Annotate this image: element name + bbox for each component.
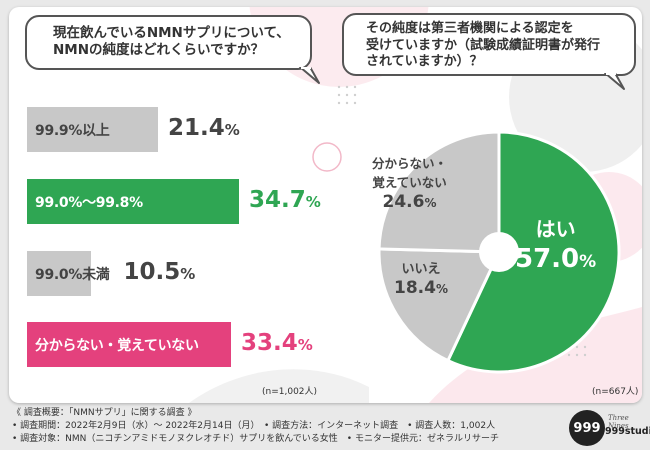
- pie-question-line1: その純度は第三者機関による認定を: [366, 21, 574, 36]
- pie-center-hole: [479, 232, 519, 272]
- pie-label-no-text: いいえ: [401, 262, 441, 277]
- bar-label-999-above: 99.9%以上: [35, 122, 110, 139]
- pie-value-unknown-num: 24.6: [382, 192, 425, 212]
- bar-value-unknown: 33.4%: [241, 330, 313, 356]
- bar-990-998: 99.0%〜99.8%: [27, 179, 239, 224]
- pie-value-yes-num: 57.0: [515, 244, 580, 274]
- pie-question-bubble-tail: [604, 73, 625, 90]
- pie-slice-no: [377, 247, 502, 363]
- deco-ring: [312, 142, 342, 172]
- footer-survey-period: • 調査期間：2022年2月9日（水）〜 2022年2月14日（月） • 調査方…: [12, 421, 496, 431]
- pie-slice-yes: [445, 130, 621, 374]
- bar-value-unit: %: [305, 193, 321, 211]
- bar-question-bubble-tail: [299, 67, 320, 84]
- bar-question-bubble: 現在飲んでいるNMNサプリについて、 NMNの純度はどれくらいですか？: [25, 15, 312, 70]
- pie-value-no-unit: %: [435, 282, 448, 296]
- bar-990-below: 99.0%未満: [27, 251, 110, 296]
- bar-value-unit: %: [180, 265, 196, 283]
- infographic-card: 現在飲んでいるNMNサプリについて、 NMNの純度はどれくらいですか？ その純度…: [9, 7, 642, 403]
- pie-question-line2: 受けていますか（試験成績証明書が発行: [366, 37, 601, 53]
- logo-script: Three Nines: [608, 414, 629, 430]
- logo-mark: 999: [569, 410, 605, 446]
- pie-label-unknown: 分からない・ 覚えていない 24.6%: [372, 153, 447, 212]
- pie-chart-n-label: (n=667人): [592, 387, 639, 397]
- bar-value-999-above: 21.4%: [168, 115, 240, 141]
- bar-value-unit: %: [297, 336, 313, 354]
- pie-question-line3: されていますか）？: [366, 54, 483, 70]
- pie-label-unknown-line2: 覚えていない: [372, 175, 447, 190]
- bar-value-num: 21.4: [168, 115, 225, 141]
- footer-survey-target: • 調査対象：NMN（ニコチンアミドモノヌクレオチド）サプリを飲んでいる女性 •…: [12, 434, 499, 444]
- pie-value-yes: 57.0%: [515, 244, 596, 274]
- pie-value-no-num: 18.4: [394, 278, 436, 298]
- bar-unknown: 分からない・覚えていない: [27, 322, 231, 367]
- pie-question-bubble: その純度は第三者機関による認定を 受けていますか（試験成績証明書が発行 されてい…: [342, 13, 636, 76]
- logo-name: 999studio: [605, 426, 650, 437]
- pie-label-no: いいえ 18.4%: [394, 258, 448, 298]
- bar-label-990-998: 99.0%〜99.8%: [35, 194, 143, 211]
- pie-value-unknown: 24.6%: [372, 192, 447, 212]
- bar-value-num: 10.5: [123, 259, 181, 285]
- bar-label-unknown: 分からない・覚えていない: [35, 337, 199, 354]
- pie-slice-unknown: [377, 130, 501, 254]
- bar-value-unit: %: [224, 121, 240, 139]
- survey-footer: 《 調査概要：「NMNサプリ」に関する調査 》 • 調査期間：2022年2月9日…: [12, 407, 572, 446]
- bar-value-num: 34.7: [249, 187, 306, 213]
- bar-question-line1: 現在飲んでいるNMNサプリについて、: [53, 25, 290, 41]
- bar-999-above: 99.9%以上: [27, 107, 158, 152]
- bar-label-990-below: 99.0%未満: [35, 266, 110, 283]
- bar-value-990-below: 10.5%: [123, 259, 195, 285]
- deco-gray-wave-bottom: [189, 369, 369, 403]
- bar-value-num: 33.4: [241, 330, 298, 356]
- pie-value-yes-unit: %: [579, 252, 597, 272]
- pie-chart: [377, 130, 621, 374]
- pie-value-no: 18.4%: [394, 278, 448, 298]
- pie-label-yes-text: はい: [535, 217, 576, 241]
- bar-chart-n-label: (n=1,002人): [262, 387, 318, 397]
- pie-value-unknown-unit: %: [424, 196, 437, 210]
- bar-value-990-998: 34.7%: [249, 187, 321, 213]
- pie-label-unknown-line1: 分からない・: [372, 156, 448, 171]
- pie-label-yes: はい 57.0%: [515, 213, 596, 274]
- bar-question-line2: NMNの純度はどれくらいですか？: [53, 42, 265, 59]
- footer-survey-title: 《 調査概要：「NMNサプリ」に関する調査 》: [12, 408, 197, 418]
